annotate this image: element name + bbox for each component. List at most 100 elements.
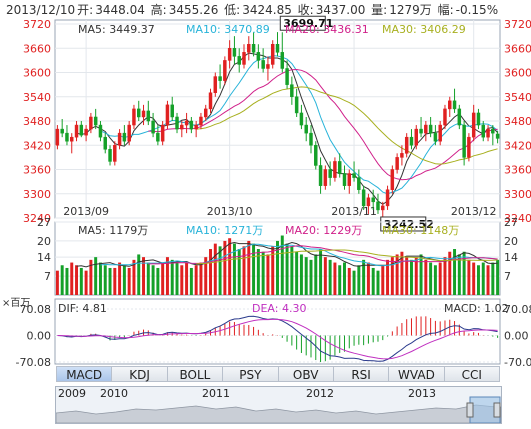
macd-tick-right: 70.08 xyxy=(504,303,531,316)
candle-body xyxy=(199,116,203,126)
macd-legend-dif: DIF: 4.81 xyxy=(58,302,107,315)
candle-body xyxy=(103,136,107,150)
volume-tick-right: 14 xyxy=(504,251,518,264)
volume-bar xyxy=(60,265,64,295)
indicator-tabs: MACD KDJ BOLL PSY OBV RSI WVAD CCI xyxy=(56,366,500,382)
price-ma20-line xyxy=(148,68,498,181)
nav-year-2013: 2013 xyxy=(408,387,436,400)
navigator-handle-right xyxy=(493,402,501,418)
volume-bar xyxy=(185,262,189,295)
volume-bar xyxy=(232,243,236,295)
candle-body xyxy=(371,197,375,203)
low-value: 3424.85 xyxy=(242,3,292,17)
candle-body xyxy=(419,128,423,134)
volume-bar xyxy=(175,262,179,295)
candle-body xyxy=(395,157,399,170)
candle-body xyxy=(175,116,179,130)
volume-bar xyxy=(252,243,256,295)
open-value: 3448.04 xyxy=(95,3,145,17)
nav-year-2011: 2011 xyxy=(202,387,230,400)
volume-bar xyxy=(486,265,490,295)
volume-bar xyxy=(395,254,399,295)
volume-bar xyxy=(170,259,174,295)
navigator-handle-left xyxy=(466,402,474,418)
candle-body xyxy=(184,120,189,126)
volume-ma10-line xyxy=(100,243,498,267)
volume-bar xyxy=(266,254,270,295)
price-tick-right: 3480 xyxy=(504,115,531,128)
volume-bar xyxy=(433,265,437,295)
candle-body xyxy=(333,161,337,178)
price-tick-right: 3360 xyxy=(504,164,531,177)
price-tick-right: 3420 xyxy=(504,139,531,152)
volume-bar xyxy=(400,251,404,295)
price-tick-right: 3240 xyxy=(504,212,531,225)
price-tick-left: 3540 xyxy=(23,91,51,104)
volume-bar xyxy=(314,254,318,295)
candle-body xyxy=(294,96,299,114)
volume-bar xyxy=(146,262,150,295)
volume-bar xyxy=(285,243,289,295)
candle-body xyxy=(251,43,256,53)
candle-body xyxy=(385,189,390,207)
volume-ma30-line xyxy=(196,249,498,265)
volume-bar xyxy=(55,270,59,295)
volume-bar xyxy=(366,262,370,295)
price-tick-left: 3600 xyxy=(23,67,51,80)
candle-body xyxy=(280,52,285,69)
candle-body xyxy=(180,124,184,130)
date-tick: 2013/11 xyxy=(331,205,377,218)
candle-body xyxy=(160,124,165,142)
nav-year-2010: 2010 xyxy=(100,387,128,400)
candle-body xyxy=(256,52,261,61)
candle-body xyxy=(323,169,328,186)
tab-obv[interactable]: OBV xyxy=(278,366,334,382)
candle-body xyxy=(309,132,313,146)
range-navigator[interactable]: 2009 2010 2011 2012 2013 xyxy=(55,386,502,424)
volume-bar xyxy=(276,240,279,295)
candle-body xyxy=(213,76,218,93)
candle-body xyxy=(476,112,481,126)
volume-bar xyxy=(443,257,447,295)
volume-unit-label: ×百万 xyxy=(2,297,30,309)
volume-bar xyxy=(127,267,131,295)
stock-chart[interactable]: 3720 3720 3660 3660 3600 3600 3540 3540 3480 3480… xyxy=(0,0,531,386)
candle-body xyxy=(141,110,146,118)
tab-kdj[interactable]: KDJ xyxy=(112,366,168,382)
price-legend-ma5: MA5: 3449.37 xyxy=(78,23,155,36)
tab-rsi[interactable]: RSI xyxy=(333,366,390,382)
candle-body xyxy=(381,205,385,211)
candle-body xyxy=(261,60,265,69)
candle-body xyxy=(457,108,462,126)
tab-wvad[interactable]: WVAD xyxy=(389,366,445,382)
volume-bar xyxy=(429,262,433,295)
volume-legend-ma20: MA20: 1229万 xyxy=(285,224,362,237)
candle-body xyxy=(304,124,308,134)
price-tick-left: 3300 xyxy=(23,188,51,201)
quote-summary: 2013/12/10 开: 3448.04 高: 3455.26 低: 3424.85 … xyxy=(6,2,500,18)
tab-boll[interactable]: BOLL xyxy=(167,366,224,382)
volume-bar xyxy=(204,257,208,295)
candle-body xyxy=(242,52,246,65)
tab-cci[interactable]: CCI xyxy=(444,366,500,382)
volume-bar xyxy=(352,270,356,295)
volume-bar xyxy=(491,262,495,295)
change-label: 幅: xyxy=(437,3,454,17)
candle-body xyxy=(366,197,371,207)
volume-bar xyxy=(113,267,117,295)
price-legend-ma10: MA10: 3470.89 xyxy=(186,23,270,36)
volume-bar xyxy=(180,265,184,295)
candle-body xyxy=(189,120,194,130)
volume-bar xyxy=(453,249,457,295)
volume-bar xyxy=(209,249,212,295)
volume-bar xyxy=(405,257,409,295)
volume-bar xyxy=(343,262,346,295)
candle-body xyxy=(424,124,428,134)
candle-body xyxy=(390,169,395,190)
tab-macd[interactable]: MACD xyxy=(56,366,113,382)
macd-tick-left: 0.00 xyxy=(27,330,52,343)
tab-psy[interactable]: PSY xyxy=(223,366,279,382)
candle-body xyxy=(70,136,74,142)
candle-body xyxy=(55,128,60,146)
volume-bar xyxy=(223,240,227,295)
